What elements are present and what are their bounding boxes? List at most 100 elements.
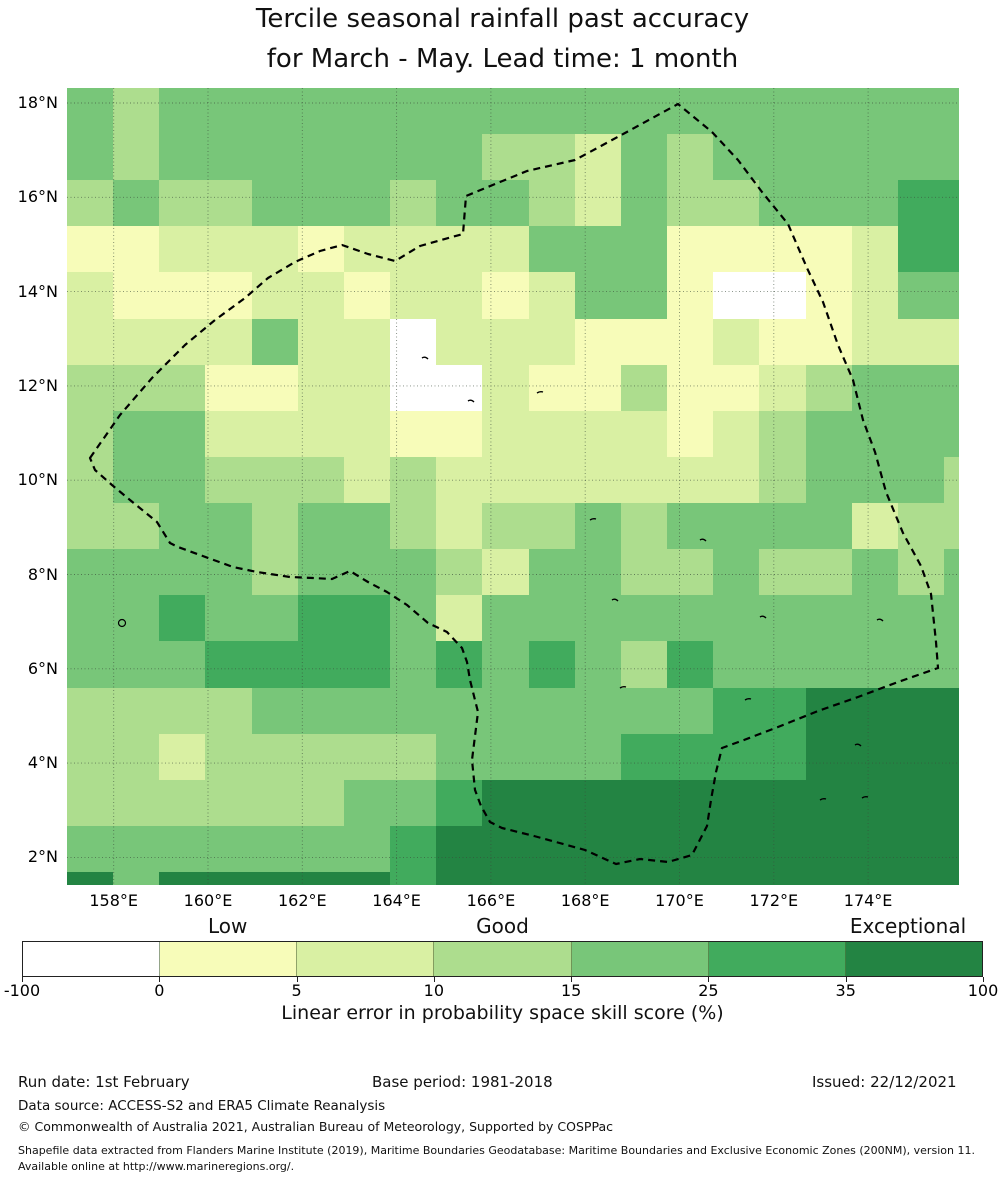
map-cell [297, 825, 344, 872]
map-cell [620, 318, 668, 365]
map-cell [528, 226, 575, 273]
map-cell [943, 318, 959, 365]
map-cell [343, 88, 391, 135]
map-cell [482, 226, 529, 273]
map-cell [943, 871, 959, 885]
map-cell [805, 88, 852, 135]
map-cell [943, 364, 959, 411]
map-cell [943, 733, 959, 780]
map-plot-area [67, 88, 959, 885]
map-cell [482, 549, 529, 596]
map-cell [343, 180, 391, 227]
map-cell [713, 410, 760, 457]
map-cell [528, 88, 575, 135]
x-tick-label: 158°E [89, 891, 139, 910]
map-cell [574, 318, 621, 365]
map-cell [67, 733, 114, 780]
issued-date-text: Issued: 22/12/2021 [812, 1073, 957, 1091]
map-cell [205, 88, 252, 135]
x-tick-label: 172°E [749, 891, 799, 910]
map-cell [574, 549, 621, 596]
colorbar [22, 941, 983, 977]
map-cell [113, 595, 160, 642]
map-cell [713, 871, 760, 885]
map-cell [297, 88, 344, 135]
map-cell [436, 88, 483, 135]
map-cell [436, 272, 483, 319]
map-cell [805, 410, 852, 457]
islet-mark [467, 399, 475, 403]
map-cell [943, 503, 959, 550]
map-cell [159, 456, 206, 504]
map-cell [159, 272, 206, 319]
map-cell [436, 779, 483, 826]
map-cell [759, 134, 806, 181]
map-cell [759, 641, 806, 688]
x-tick-label: 174°E [843, 891, 893, 910]
map-cell [713, 364, 760, 411]
shapefile-attribution-text: Shapefile data extracted from Flanders M… [18, 1144, 975, 1173]
map-cell [113, 364, 160, 411]
map-cell [943, 595, 959, 642]
x-tick-label: 164°E [372, 891, 421, 910]
map-cell [390, 595, 437, 642]
map-cell [67, 825, 114, 872]
map-cell [251, 779, 298, 826]
map-cell [667, 272, 714, 319]
map-cell [620, 871, 668, 885]
map-cell [805, 871, 852, 885]
map-cell [67, 134, 114, 181]
colorbar-tick-value: 10 [423, 981, 445, 1000]
map-cell [390, 733, 437, 780]
map-cell [667, 226, 714, 273]
map-cell [897, 871, 944, 885]
map-cell [343, 687, 391, 734]
map-cell [297, 641, 344, 688]
colorbar-segment [23, 942, 161, 976]
colorbar-segment [160, 942, 298, 976]
map-cell [159, 503, 206, 550]
map-cell [343, 503, 391, 550]
map-cell [251, 595, 298, 642]
map-cell [205, 549, 252, 596]
map-cell [205, 134, 252, 181]
map-cell [897, 733, 944, 780]
colorbar-tick-mark [433, 977, 435, 982]
map-cell [297, 503, 344, 550]
map-cell [343, 549, 391, 596]
map-cell [482, 825, 529, 872]
map-cell [251, 134, 298, 181]
map-cell [943, 134, 959, 181]
map-cell [851, 180, 898, 227]
map-cell [759, 318, 806, 365]
map-cell [805, 226, 852, 273]
map-cell [205, 779, 252, 826]
map-cell [67, 226, 114, 273]
map-cell [851, 318, 898, 365]
map-cell [759, 503, 806, 550]
y-tick-label: 2°N [27, 847, 58, 867]
map-cell [159, 364, 206, 411]
chart-title-line1: Tercile seasonal rainfall past accuracy [255, 4, 750, 34]
map-cell [67, 318, 114, 365]
map-cell [713, 779, 760, 826]
map-cell [851, 549, 898, 596]
map-cell [759, 364, 806, 411]
map-cell [805, 779, 852, 826]
map-cell [436, 364, 483, 411]
map-cell [205, 825, 252, 872]
map-cell [851, 272, 898, 319]
colorbar-segment [571, 942, 709, 976]
map-cell [759, 410, 806, 457]
map-cell [113, 88, 160, 135]
map-cell [482, 88, 529, 135]
map-cell [851, 779, 898, 826]
map-cell [297, 272, 344, 319]
map-cell [574, 687, 621, 734]
map-cell [113, 410, 160, 457]
map-cell [574, 88, 621, 135]
map-cell [390, 180, 437, 227]
colorbar-segment [434, 942, 572, 976]
map-cell [805, 318, 852, 365]
map-cell [805, 503, 852, 550]
